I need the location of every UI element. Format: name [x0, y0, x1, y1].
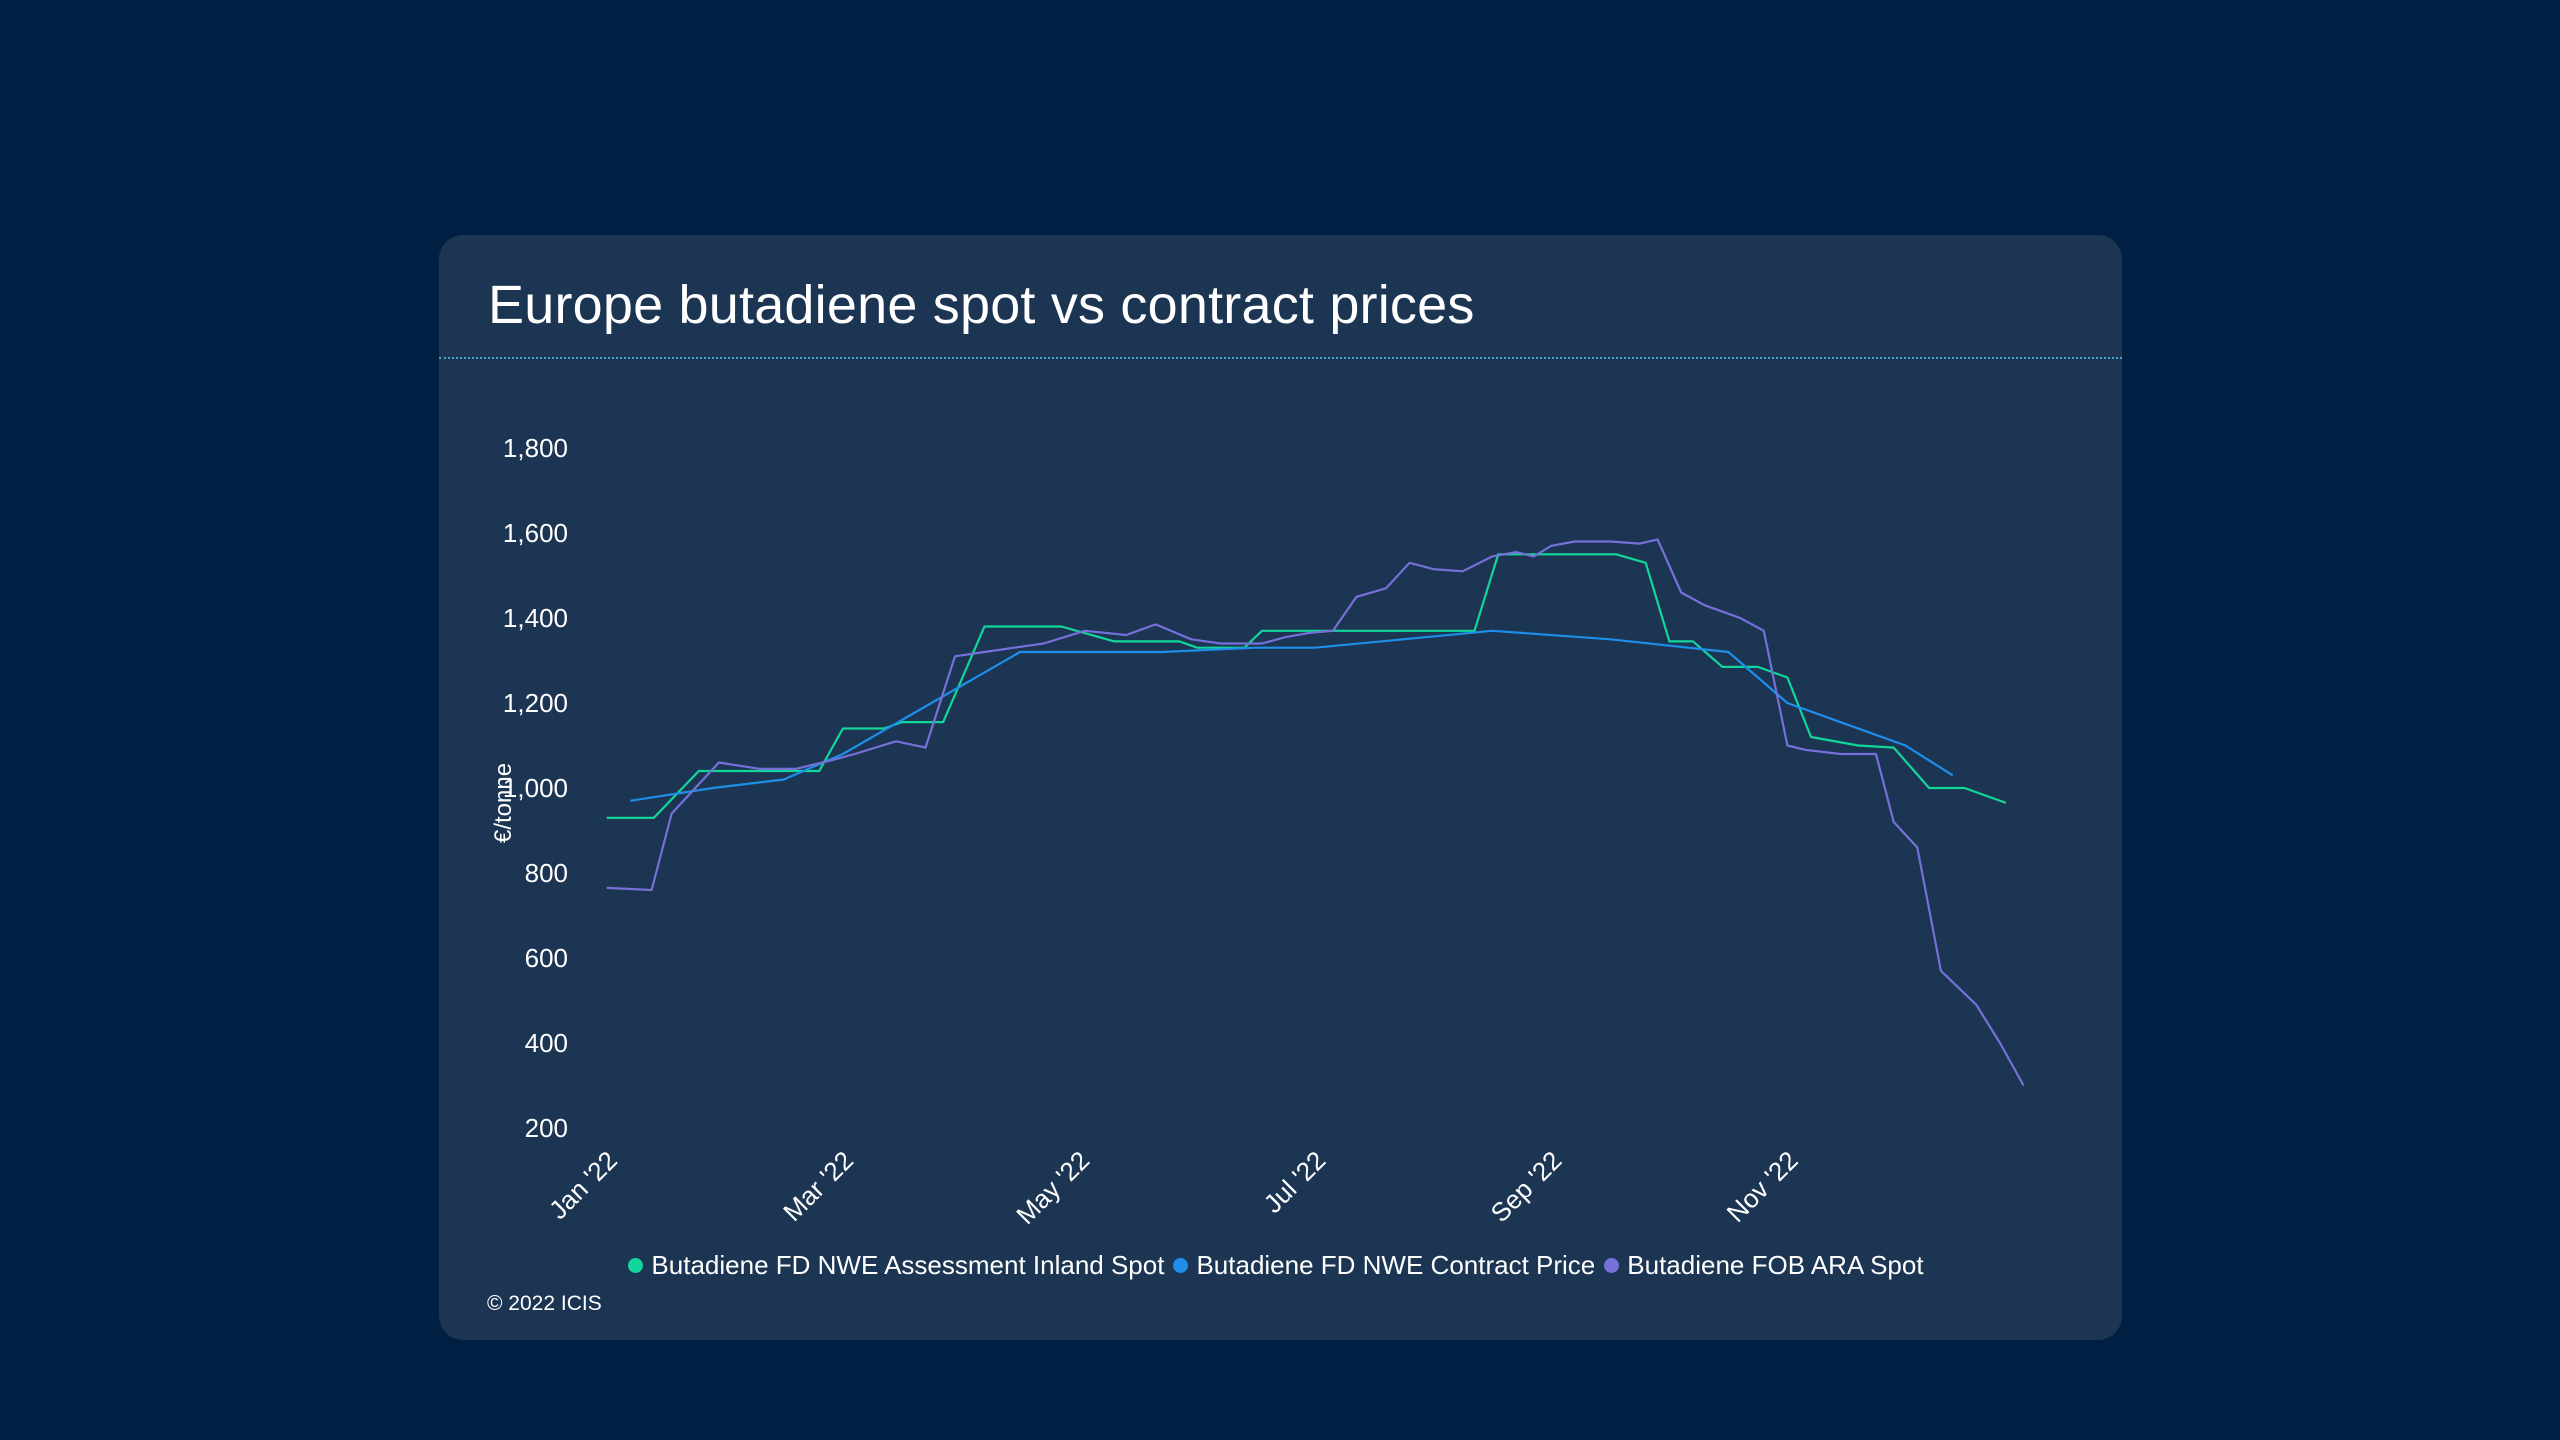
x-tick-label: Jan '22 — [543, 1145, 623, 1225]
y-axis-title: €/tonne — [490, 763, 517, 843]
legend-item-butadiene-fd-nwe-contract-price[interactable]: Butadiene FD NWE Contract Price — [1173, 1250, 1595, 1281]
legend-label: Butadiene FOB ARA Spot — [1627, 1250, 1924, 1280]
y-tick-label: 1,600 — [503, 518, 568, 548]
x-tick-label: Sep '22 — [1485, 1145, 1568, 1228]
series-line-butadiene-fd-nwe-contract-price — [630, 629, 1954, 802]
chart-title: Europe butadiene spot vs contract prices — [488, 275, 1475, 335]
x-tick-label: Mar '22 — [777, 1145, 859, 1227]
y-tick-label: 200 — [525, 1113, 568, 1143]
y-axis: 200 400 600 800 1,000 1,200 1,400 1,600 1,800 — [503, 433, 568, 1143]
legend-dot-icon — [1173, 1258, 1189, 1273]
legend-label: Butadiene FD NWE Contract Price — [1196, 1250, 1596, 1280]
legend-dot-icon — [628, 1258, 644, 1273]
y-tick-label: 400 — [525, 1028, 568, 1058]
legend-label: Butadiene FD NWE Assessment Inland Spot — [651, 1250, 1165, 1280]
x-tick-label: Nov '22 — [1721, 1145, 1804, 1228]
x-axis: Jan '22 Mar '22 May '22 Jul '22 Sep '22 Nov '… — [543, 1145, 1804, 1230]
series-line-butadiene-fob-ara-spot — [606, 538, 2025, 1087]
chart-legend: Butadiene FD NWE Assessment Inland Spot B… — [439, 1250, 2122, 1281]
title-divider — [439, 357, 2122, 359]
line-chart: 200 400 600 800 1,000 1,200 1,400 1,600 1,800 Ja… — [490, 433, 2025, 1230]
y-tick-label: 800 — [525, 858, 568, 888]
legend-item-butadiene-fob-ara-spot[interactable]: Butadiene FOB ARA Spot — [1604, 1250, 1924, 1281]
legend-item-butadiene-fd-nwe-assessment-inland-spot[interactable]: Butadiene FD NWE Assessment Inland Spot — [628, 1250, 1164, 1281]
y-tick-label: 1,200 — [503, 688, 568, 718]
x-tick-label: May '22 — [1010, 1145, 1095, 1230]
series-line-butadiene-fd-nwe-assessment-inland-spot — [606, 553, 2007, 819]
chart-card: Europe butadiene spot vs contract prices… — [439, 235, 2122, 1340]
y-tick-label: 1,400 — [503, 603, 568, 633]
y-tick-label: 1,800 — [503, 433, 568, 463]
legend-dot-icon — [1604, 1258, 1620, 1273]
copyright-text: © 2022 ICIS — [487, 1292, 602, 1315]
y-tick-label: 600 — [525, 943, 568, 973]
x-tick-label: Jul '22 — [1258, 1145, 1332, 1219]
y-tick-label: 1,000 — [503, 773, 568, 803]
series-lines — [606, 538, 2025, 1087]
